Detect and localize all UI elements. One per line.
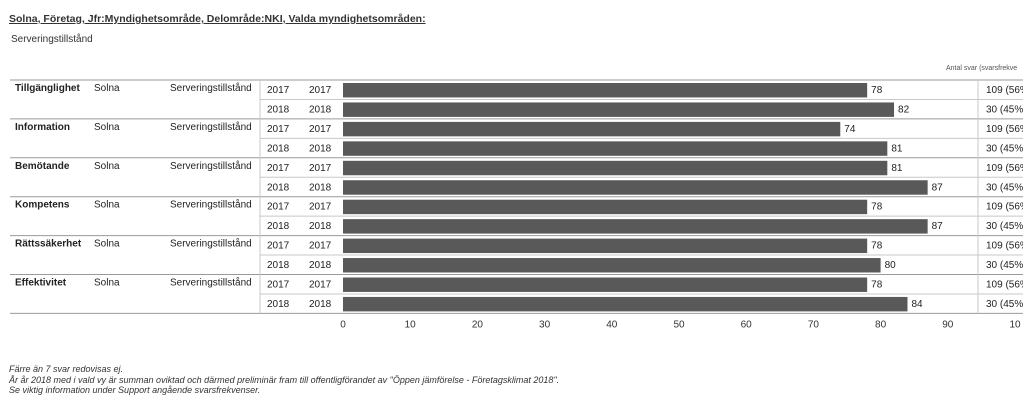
bar-value-label: 80 (885, 260, 897, 271)
omrade-label: Serveringstillstånd (170, 82, 252, 94)
year-label: 2017 (267, 202, 290, 213)
response-count: 109 (56% (986, 202, 1023, 213)
year-label: 2017 (267, 124, 290, 135)
year-label: 2018 (309, 104, 332, 115)
year-label: 2017 (309, 280, 332, 291)
year-label: 2017 (267, 280, 290, 291)
year-label: 2018 (309, 182, 332, 193)
x-tick-label: 20 (472, 319, 484, 330)
category-label: Bemötande (15, 161, 70, 172)
response-count: 109 (56% (986, 280, 1023, 291)
x-tick-label: 80 (875, 319, 887, 330)
kommun-label: Solna (94, 239, 120, 250)
year-label: 2017 (267, 163, 290, 174)
bar-value-label: 74 (844, 124, 856, 135)
year-label: 2017 (309, 85, 332, 96)
x-tick-label: 60 (741, 319, 753, 330)
year-label: 2018 (267, 260, 290, 271)
response-count: 30 (45% (986, 104, 1023, 115)
x-tick-label: 90 (942, 319, 954, 330)
year-label: 2018 (309, 143, 332, 154)
year-label: 2018 (267, 182, 290, 193)
x-tick-label: 50 (673, 319, 685, 330)
bar-value-label: 78 (871, 85, 883, 96)
x-tick-label: 10 (405, 319, 417, 330)
bar (343, 219, 928, 234)
response-count: 30 (45% (986, 299, 1023, 310)
omrade-label: Serveringstillstånd (170, 199, 252, 211)
bar (343, 199, 868, 215)
bar-value-label: 78 (871, 241, 883, 252)
bar-value-label: 87 (932, 221, 944, 232)
year-label: 2018 (309, 260, 332, 271)
year-label: 2018 (267, 143, 290, 154)
x-tick-label: 70 (808, 319, 820, 330)
footnote-line: År år 2018 med i vald vy är summan ovikt… (9, 374, 560, 385)
response-count: 30 (45% (986, 143, 1023, 154)
category-label: Tillgänglighet (15, 83, 80, 94)
bar (343, 296, 908, 312)
bar (343, 121, 841, 137)
category-label: Information (15, 122, 70, 133)
bar (343, 83, 868, 98)
year-label: 2018 (309, 221, 332, 232)
kommun-label: Solna (94, 200, 120, 211)
bar-chart: Tillgänglighet Solna Serveringstillstånd 20… (10, 79, 1023, 330)
year-label: 2018 (309, 299, 332, 310)
category-label: Kompetens (15, 200, 70, 211)
response-count: 109 (56% (986, 163, 1023, 174)
year-label: 2017 (267, 85, 290, 96)
kommun-label: Solna (94, 278, 120, 289)
year-label: 2017 (267, 241, 290, 252)
x-tick-label: 40 (606, 319, 618, 330)
response-count: 30 (45% (986, 260, 1023, 271)
bar-value-label: 78 (871, 202, 883, 213)
bar-value-label: 84 (911, 299, 923, 310)
year-label: 2018 (267, 299, 290, 310)
bar-value-label: 78 (871, 280, 883, 291)
category-label: Rättssäkerhet (15, 239, 82, 250)
footnote-line: Färre än 7 svar redovisas ej. (9, 364, 124, 374)
response-count: 109 (56% (986, 124, 1023, 135)
x-tick-label: 0 (340, 319, 346, 330)
footnote-line: Se viktig information under Support angå… (9, 385, 261, 395)
x-tick-label: 10 (1009, 319, 1021, 330)
bar (343, 141, 888, 156)
omrade-label: Serveringstillstånd (170, 277, 252, 289)
kommun-label: Solna (94, 83, 120, 94)
response-count: 30 (45% (986, 221, 1023, 232)
bar (343, 258, 881, 273)
bar (343, 277, 868, 292)
omrade-label: Serveringstillstånd (170, 160, 252, 172)
bar-value-label: 87 (932, 182, 944, 193)
bar-value-label: 82 (898, 104, 910, 115)
omrade-label: Serveringstillstånd (170, 238, 252, 250)
bar-value-label: 81 (891, 143, 903, 154)
bar (343, 180, 928, 195)
response-count-header: Antal svar (svarsfrekve (946, 65, 1018, 72)
bar (343, 238, 868, 254)
response-count: 109 (56% (986, 85, 1023, 96)
bar-value-label: 81 (891, 163, 903, 174)
year-label: 2017 (309, 241, 332, 252)
year-label: 2017 (309, 202, 332, 213)
year-label: 2018 (267, 104, 290, 115)
kommun-label: Solna (94, 161, 120, 172)
footnotes: Färre än 7 svar redovisas ej. År år 2018… (9, 364, 559, 396)
category-label: Effektivitet (15, 278, 67, 289)
omrade-label: Serveringstillstånd (170, 121, 252, 133)
year-label: 2018 (267, 221, 290, 232)
bar (343, 102, 895, 117)
year-label: 2017 (309, 163, 332, 174)
bar (343, 160, 888, 176)
year-label: 2017 (309, 124, 332, 135)
page-subtitle: Serveringstillstånd (11, 34, 93, 45)
response-count: 109 (56% (986, 241, 1023, 252)
response-count: 30 (45% (986, 182, 1023, 193)
kommun-label: Solna (94, 122, 120, 133)
page-title: Solna, Företag, Jfr:Myndighetsområde, De… (9, 13, 426, 25)
x-tick-label: 30 (539, 319, 551, 330)
